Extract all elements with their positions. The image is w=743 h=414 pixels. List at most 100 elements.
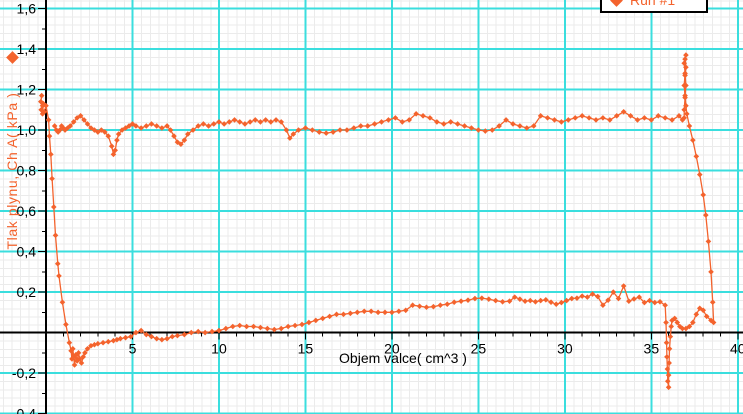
data-point-diamond <box>250 323 257 330</box>
data-point-diamond <box>437 302 444 309</box>
data-point-diamond <box>148 121 155 127</box>
data-series-run1[interactable] <box>38 52 717 391</box>
data-point-diamond <box>664 378 671 384</box>
data-point-diamond <box>613 113 620 119</box>
data-point-diamond <box>112 147 118 154</box>
data-point-diamond <box>122 334 129 341</box>
data-point-diamond <box>309 127 316 133</box>
data-point-diamond <box>683 52 689 58</box>
data-point-diamond <box>444 301 451 308</box>
y-axis-title[interactable]: Tlak plynu, Ch A( kPa ) <box>4 92 20 250</box>
data-point-diamond <box>681 82 687 89</box>
data-point-diamond <box>586 115 592 121</box>
data-point-diamond <box>283 127 290 133</box>
legend-row: Run #1 <box>602 0 675 8</box>
data-point-diamond <box>181 331 188 338</box>
data-point-diamond <box>98 127 105 133</box>
data-point-diamond <box>669 117 675 123</box>
data-point-diamond <box>127 333 134 340</box>
data-point-diamond <box>620 109 627 115</box>
data-point-diamond <box>75 350 82 356</box>
data-point-diamond <box>340 311 347 318</box>
data-point-diamond <box>242 121 248 127</box>
data-point-diamond <box>344 127 350 133</box>
data-point-diamond <box>38 98 44 105</box>
data-point-diamond <box>674 319 681 326</box>
data-point-diamond <box>636 294 643 300</box>
data-point-diamond <box>423 304 430 311</box>
data-point-diamond <box>475 127 482 133</box>
data-point-diamond <box>159 125 165 131</box>
data-point-diamond <box>537 297 544 304</box>
data-point-diamond <box>368 308 374 315</box>
data-point-diamond <box>683 111 690 117</box>
data-point-diamond <box>81 117 87 123</box>
data-point-diamond <box>669 317 675 324</box>
data-point-diamond <box>351 125 357 131</box>
data-point-diamond <box>181 137 188 143</box>
data-point-diamond <box>316 129 323 135</box>
data-point-diamond <box>696 171 703 178</box>
data-point-diamond <box>392 115 399 121</box>
data-point-diamond <box>59 299 66 305</box>
data-point-diamond <box>49 175 55 182</box>
data-point-diamond <box>499 298 506 305</box>
data-point-diamond <box>52 232 59 239</box>
data-point-diamond <box>190 127 196 133</box>
data-point-diamond <box>302 125 309 131</box>
data-point-diamond <box>271 326 278 333</box>
data-point-diamond <box>682 56 688 62</box>
data-point-diamond <box>496 123 502 129</box>
data-point-diamond <box>627 113 634 119</box>
data-point-diamond <box>676 113 682 119</box>
data-point-diamond <box>458 298 464 304</box>
data-point-diamond <box>122 125 129 131</box>
data-point-diamond <box>479 295 485 301</box>
data-point-diamond <box>703 212 709 218</box>
data-point-diamond <box>236 322 243 329</box>
data-point-diamond <box>126 123 132 129</box>
data-point-diamond <box>243 323 250 330</box>
data-point-diamond <box>295 127 302 133</box>
x-axis-title[interactable]: Objem valce( cm^3 ) <box>339 350 467 366</box>
data-point-diamond <box>273 117 279 123</box>
data-point-diamond <box>229 323 236 330</box>
data-point-diamond <box>70 345 76 352</box>
data-point-diamond <box>679 325 686 332</box>
data-point-diamond <box>375 309 381 316</box>
data-point-diamond <box>666 360 672 366</box>
data-point-diamond <box>74 358 80 364</box>
legend[interactable]: Run #1 <box>600 0 708 13</box>
data-point-diamond <box>527 297 534 304</box>
data-point-diamond <box>371 121 378 127</box>
data-point-diamond <box>681 60 687 66</box>
data-point-diamond <box>682 70 688 77</box>
data-point-diamond <box>247 119 253 125</box>
data-point-diamond <box>620 283 627 289</box>
data-point-diamond <box>231 117 238 123</box>
data-point-diamond <box>82 350 88 356</box>
data-point-diamond <box>584 294 591 300</box>
data-point-diamond <box>472 295 478 302</box>
data-point-diamond <box>95 340 101 347</box>
data-point-diamond <box>333 311 340 318</box>
data-point-diamond <box>634 117 641 123</box>
data-point-diamond <box>209 328 215 335</box>
data-point-diamond <box>174 332 181 339</box>
data-point-diamond <box>690 137 696 143</box>
data-point-diamond <box>655 113 662 119</box>
tick-labels: 1,6 1,4 1,2 1,0 0,8 0,6 0,4 0,2 -0,2 -0,4 5 10 15 20 2… <box>12 1 743 414</box>
legend-run-diamond-icon <box>610 0 623 7</box>
tick-label: 30 <box>557 341 573 357</box>
data-point-diamond <box>205 123 212 129</box>
data-point-diamond <box>80 354 86 360</box>
data-point-diamond <box>406 117 413 123</box>
data-point-diamond <box>54 260 61 267</box>
data-point-diamond <box>169 333 176 340</box>
data-point-diamond <box>43 102 49 109</box>
data-point-diamond <box>641 115 648 121</box>
data-point-diamond <box>413 111 419 117</box>
data-point-diamond <box>78 360 85 366</box>
data-point-diamond <box>58 123 65 129</box>
